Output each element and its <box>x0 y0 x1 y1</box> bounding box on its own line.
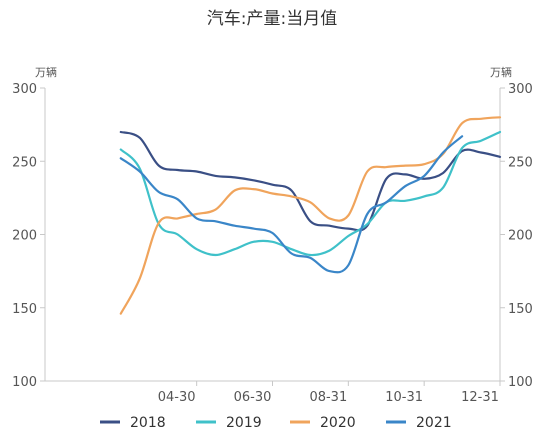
legend-label-2020: 2020 <box>320 415 356 431</box>
legend-label-2018: 2018 <box>130 415 166 431</box>
chart-title: 汽车:产量:当月值 <box>207 9 337 29</box>
legend-label-2019: 2019 <box>226 415 262 431</box>
x-tick-label: 12-31 <box>461 390 499 405</box>
left-tick-label: 150 <box>12 302 37 317</box>
legend: 2018 2019 2020 2021 <box>100 415 452 431</box>
right-tick-label: 250 <box>508 155 533 170</box>
right-tick-label: 300 <box>508 82 533 97</box>
series-line-2018 <box>119 130 502 232</box>
series-lines <box>119 116 502 315</box>
right-tick-label: 150 <box>508 302 533 317</box>
series-line-2020 <box>119 116 502 315</box>
left-tick-label: 200 <box>12 229 37 244</box>
right-tick-label: 200 <box>508 229 533 244</box>
right-axis-unit: 万辆 <box>490 65 512 79</box>
axes: 100 100 150 150 200 200 250 250 300 300 04-30 06-30… <box>12 82 533 405</box>
x-tick-label: 08-31 <box>309 390 347 405</box>
x-tick-label: 06-30 <box>234 390 272 405</box>
legend-label-2021: 2021 <box>416 415 452 431</box>
x-tick-label: 04-30 <box>158 390 196 405</box>
left-axis-unit: 万辆 <box>35 65 57 79</box>
series-line-2019 <box>119 130 502 257</box>
x-tick-label: 10-31 <box>385 390 423 405</box>
series-line-2021 <box>119 135 464 274</box>
left-tick-label: 300 <box>12 82 37 97</box>
left-tick-label: 250 <box>12 155 37 170</box>
right-tick-label: 100 <box>508 375 533 390</box>
left-tick-label: 100 <box>12 375 37 390</box>
